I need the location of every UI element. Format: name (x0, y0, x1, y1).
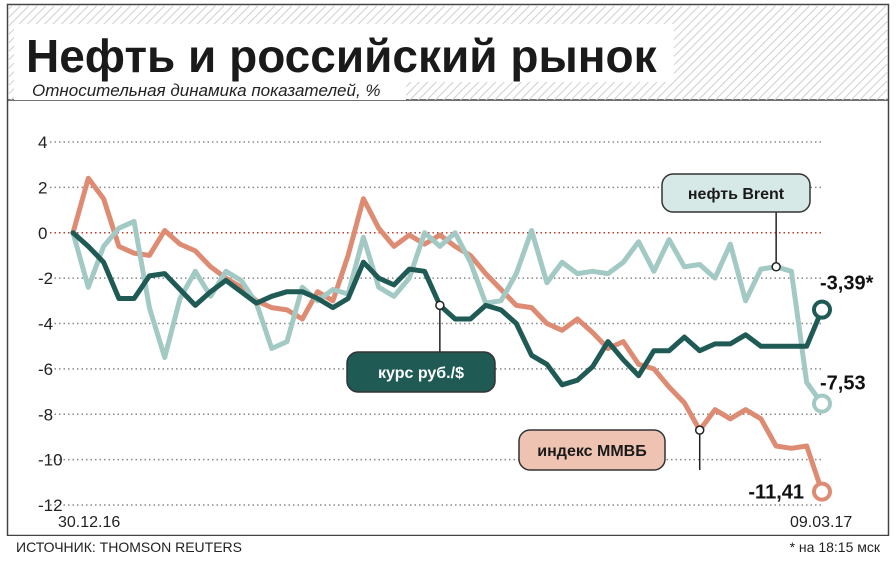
y-tick-label: -6 (38, 360, 53, 379)
callout-anchor-brent (771, 262, 781, 272)
title-backdrop (14, 24, 674, 82)
chart-subtitle: Относительная динамика показателей, % (32, 81, 381, 100)
callouts: нефть Brent курс руб./$ индекс ММВБ (346, 173, 811, 471)
y-tick-label: -12 (38, 496, 63, 515)
x-end-label: 09.03.17 (790, 514, 852, 531)
callout-anchor-micex (694, 425, 705, 435)
legend-label-rub: курс руб./$ (378, 365, 464, 382)
source-label: ИСТОЧНИК: THOMSON REUTERS (16, 539, 242, 555)
x-start-label: 30.12.16 (58, 514, 120, 531)
y-tick-label: 2 (38, 178, 47, 197)
end-value-brent: -7,53 (820, 373, 866, 395)
series-line-micex (70, 175, 825, 495)
callout-box-rub (346, 351, 496, 393)
y-tick-label: -8 (38, 405, 53, 424)
end-value-rub: -3,39* (820, 273, 874, 295)
subtitle-backdrop (14, 80, 406, 100)
outer-border (6, 3, 890, 537)
callout-anchor-rub (435, 300, 445, 311)
footer-backdrop (0, 536, 896, 569)
callout-box-micex (518, 429, 666, 471)
y-tick-label: 4 (38, 133, 47, 152)
legend-label-micex: индекс ММВБ (537, 443, 646, 460)
legend-label-brent: нефть Brent (688, 186, 785, 203)
y-tick-label: -4 (38, 315, 53, 334)
y-tick-label: -10 (38, 451, 63, 470)
end-value-micex: -11,41 (748, 482, 804, 504)
end-marker-micex (812, 481, 832, 502)
y-tick-label: -2 (38, 269, 53, 288)
end-marker-rub (812, 299, 832, 320)
chart-title: Нефть и российский рынок (26, 30, 658, 82)
end-marker-brent (812, 393, 832, 414)
series-lines (70, 175, 825, 495)
footnote-label: * на 18:15 мск (790, 539, 881, 555)
series-line-brent (70, 218, 825, 407)
series-line-rub (70, 230, 825, 388)
y-tick-label: 0 (38, 224, 47, 243)
end-labels: -11,41 -7,53 -3,39* (748, 273, 873, 504)
callout-box-brent (661, 173, 811, 213)
y-axis-ticks: 4 2 0 -2 -4 -6 -8 -10 -12 (38, 133, 63, 515)
